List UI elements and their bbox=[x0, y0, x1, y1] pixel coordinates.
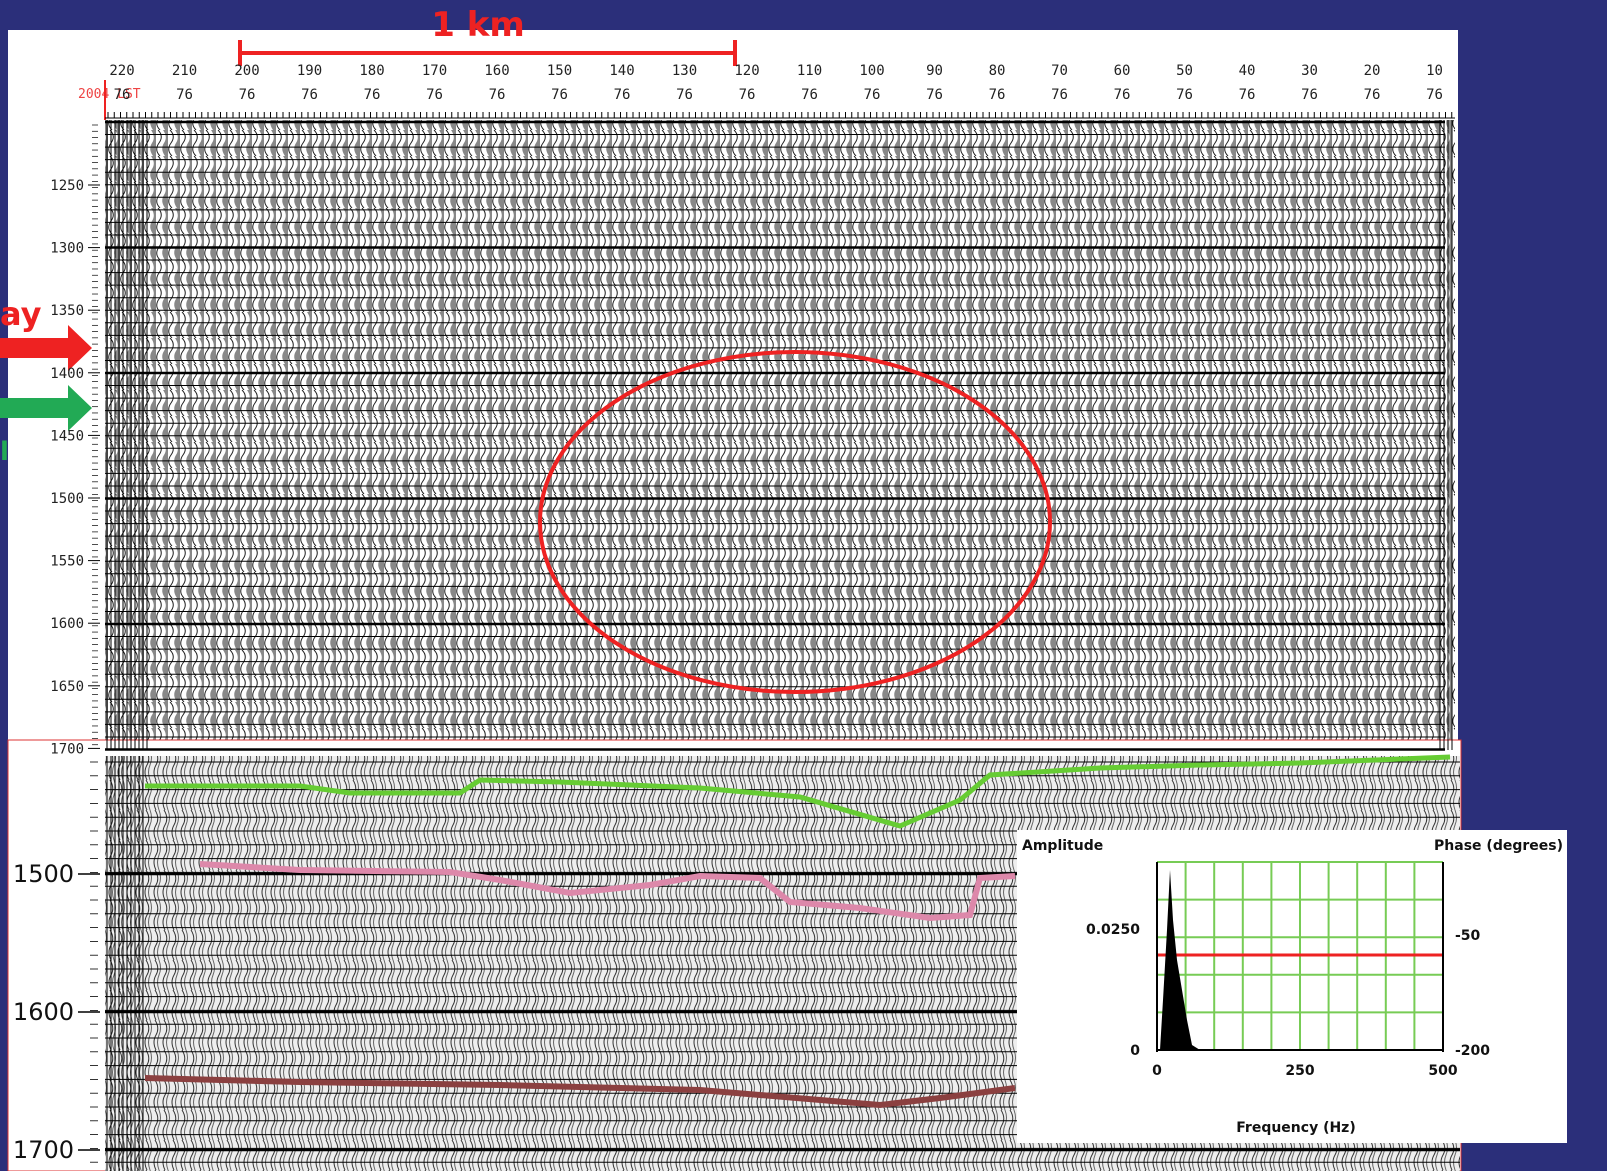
trace-label: 120 bbox=[734, 63, 759, 79]
y2-label: -200 bbox=[1455, 1043, 1490, 1059]
line-label: 76 bbox=[1426, 87, 1443, 103]
trace-label: 130 bbox=[672, 63, 697, 79]
time-label: 1300 bbox=[50, 241, 84, 257]
trace-label: 200 bbox=[234, 63, 259, 79]
trace-label: 180 bbox=[359, 63, 384, 79]
time-label: 1550 bbox=[50, 554, 84, 570]
line-label: 76 bbox=[739, 87, 756, 103]
line-label: 76 bbox=[489, 87, 506, 103]
line-label: 76 bbox=[364, 87, 381, 103]
seismic-top bbox=[105, 120, 1455, 750]
line-label: 76 bbox=[1301, 87, 1318, 103]
line-label: 76 bbox=[864, 87, 881, 103]
trace-label: 160 bbox=[484, 63, 509, 79]
line-label: 76 bbox=[301, 87, 318, 103]
line-label: 76 bbox=[176, 87, 193, 103]
time-label: 1350 bbox=[50, 303, 84, 319]
line-label: 76 bbox=[1364, 87, 1381, 103]
trace-label: 30 bbox=[1301, 63, 1318, 79]
line-label: 76 bbox=[1114, 87, 1131, 103]
y-label: 0 bbox=[1130, 1043, 1140, 1059]
trace-label: 220 bbox=[109, 63, 134, 79]
time-label: 1600 bbox=[50, 616, 84, 632]
line-label: 76 bbox=[801, 87, 818, 103]
x-label: 500 bbox=[1428, 1063, 1457, 1079]
trace-label: 50 bbox=[1176, 63, 1193, 79]
time-label: 1450 bbox=[50, 428, 84, 444]
time-label: 1650 bbox=[50, 679, 84, 695]
trace-label: 140 bbox=[609, 63, 634, 79]
amplitude-label: Amplitude bbox=[1022, 838, 1103, 854]
line-label: 76 bbox=[1176, 87, 1193, 103]
trace-label: 10 bbox=[1426, 63, 1443, 79]
time-label: 1500 bbox=[50, 491, 84, 507]
trace-label: 210 bbox=[172, 63, 197, 79]
scale-label: 1 km bbox=[431, 5, 525, 45]
trace-label: 150 bbox=[547, 63, 572, 79]
line-label: 76 bbox=[426, 87, 443, 103]
trace-label: 110 bbox=[797, 63, 822, 79]
time-label: 1400 bbox=[50, 366, 84, 382]
phase-label: Phase (degrees) bbox=[1434, 838, 1563, 854]
time-label: 1700 bbox=[13, 1136, 74, 1164]
trace-label: 170 bbox=[422, 63, 447, 79]
time-label: 1600 bbox=[13, 998, 74, 1026]
trace-label: 100 bbox=[859, 63, 884, 79]
line-label: 76 bbox=[551, 87, 568, 103]
x-label: 0 bbox=[1152, 1063, 1162, 1079]
line-label: 76 bbox=[614, 87, 631, 103]
trace-label: 60 bbox=[1114, 63, 1131, 79]
slide: 1 km 2004 LST ay l Amplitude Phase (degr… bbox=[0, 0, 1607, 1171]
line-label: 76 bbox=[926, 87, 943, 103]
line-label: 76 bbox=[1239, 87, 1256, 103]
y-label: 0.0250 bbox=[1086, 922, 1140, 938]
line-label: 76 bbox=[1051, 87, 1068, 103]
trace-label: 20 bbox=[1364, 63, 1381, 79]
time-label: 1250 bbox=[50, 178, 84, 194]
side-label-red: ay bbox=[0, 295, 42, 333]
line-label: 76 bbox=[114, 87, 131, 103]
line-label: 76 bbox=[676, 87, 693, 103]
spectrum-inset bbox=[1017, 830, 1567, 1143]
time-label: 1500 bbox=[13, 860, 74, 888]
time-label: 1700 bbox=[50, 741, 84, 757]
trace-label: 70 bbox=[1051, 63, 1068, 79]
y2-label: -50 bbox=[1455, 928, 1481, 944]
trace-label: 80 bbox=[989, 63, 1006, 79]
x-axis-title: Frequency (Hz) bbox=[1236, 1120, 1355, 1136]
trace-label: 90 bbox=[926, 63, 943, 79]
x-label: 250 bbox=[1285, 1063, 1314, 1079]
side-label-green: l bbox=[0, 437, 9, 467]
header: 2004 LST bbox=[78, 87, 141, 102]
line-label: 76 bbox=[989, 87, 1006, 103]
trace-label: 190 bbox=[297, 63, 322, 79]
trace-label: 40 bbox=[1239, 63, 1256, 79]
line-label: 76 bbox=[239, 87, 256, 103]
